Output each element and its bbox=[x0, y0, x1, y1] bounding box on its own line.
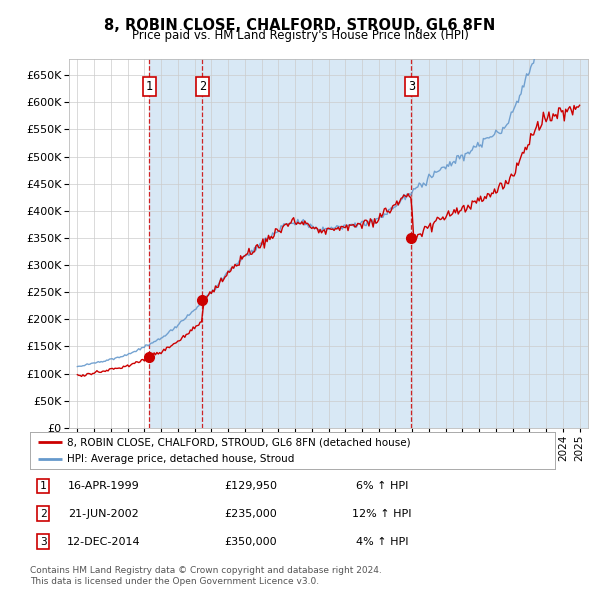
Text: 4% ↑ HPI: 4% ↑ HPI bbox=[355, 537, 408, 547]
Text: 8, ROBIN CLOSE, CHALFORD, STROUD, GL6 8FN (detached house): 8, ROBIN CLOSE, CHALFORD, STROUD, GL6 8F… bbox=[67, 437, 410, 447]
Text: 21-JUN-2002: 21-JUN-2002 bbox=[68, 509, 139, 519]
Text: 6% ↑ HPI: 6% ↑ HPI bbox=[356, 481, 408, 491]
Text: £350,000: £350,000 bbox=[224, 537, 277, 547]
Text: This data is licensed under the Open Government Licence v3.0.: This data is licensed under the Open Gov… bbox=[30, 577, 319, 586]
Text: 8, ROBIN CLOSE, CHALFORD, STROUD, GL6 8FN: 8, ROBIN CLOSE, CHALFORD, STROUD, GL6 8F… bbox=[104, 18, 496, 32]
Bar bbox=[149, 59, 202, 428]
Text: 1: 1 bbox=[40, 481, 47, 491]
Bar bbox=[412, 59, 588, 428]
Text: £129,950: £129,950 bbox=[224, 481, 277, 491]
Bar bbox=[202, 59, 412, 428]
Text: 2: 2 bbox=[40, 509, 47, 519]
Text: Contains HM Land Registry data © Crown copyright and database right 2024.: Contains HM Land Registry data © Crown c… bbox=[30, 566, 382, 575]
Text: Price paid vs. HM Land Registry's House Price Index (HPI): Price paid vs. HM Land Registry's House … bbox=[131, 30, 469, 42]
Text: 12% ↑ HPI: 12% ↑ HPI bbox=[352, 509, 412, 519]
Text: 3: 3 bbox=[40, 537, 47, 547]
Text: HPI: Average price, detached house, Stroud: HPI: Average price, detached house, Stro… bbox=[67, 454, 294, 464]
Text: £235,000: £235,000 bbox=[224, 509, 277, 519]
Text: 3: 3 bbox=[408, 80, 415, 93]
Text: 1: 1 bbox=[146, 80, 153, 93]
Text: 12-DEC-2014: 12-DEC-2014 bbox=[67, 537, 140, 547]
Text: 16-APR-1999: 16-APR-1999 bbox=[68, 481, 139, 491]
Text: 2: 2 bbox=[199, 80, 206, 93]
